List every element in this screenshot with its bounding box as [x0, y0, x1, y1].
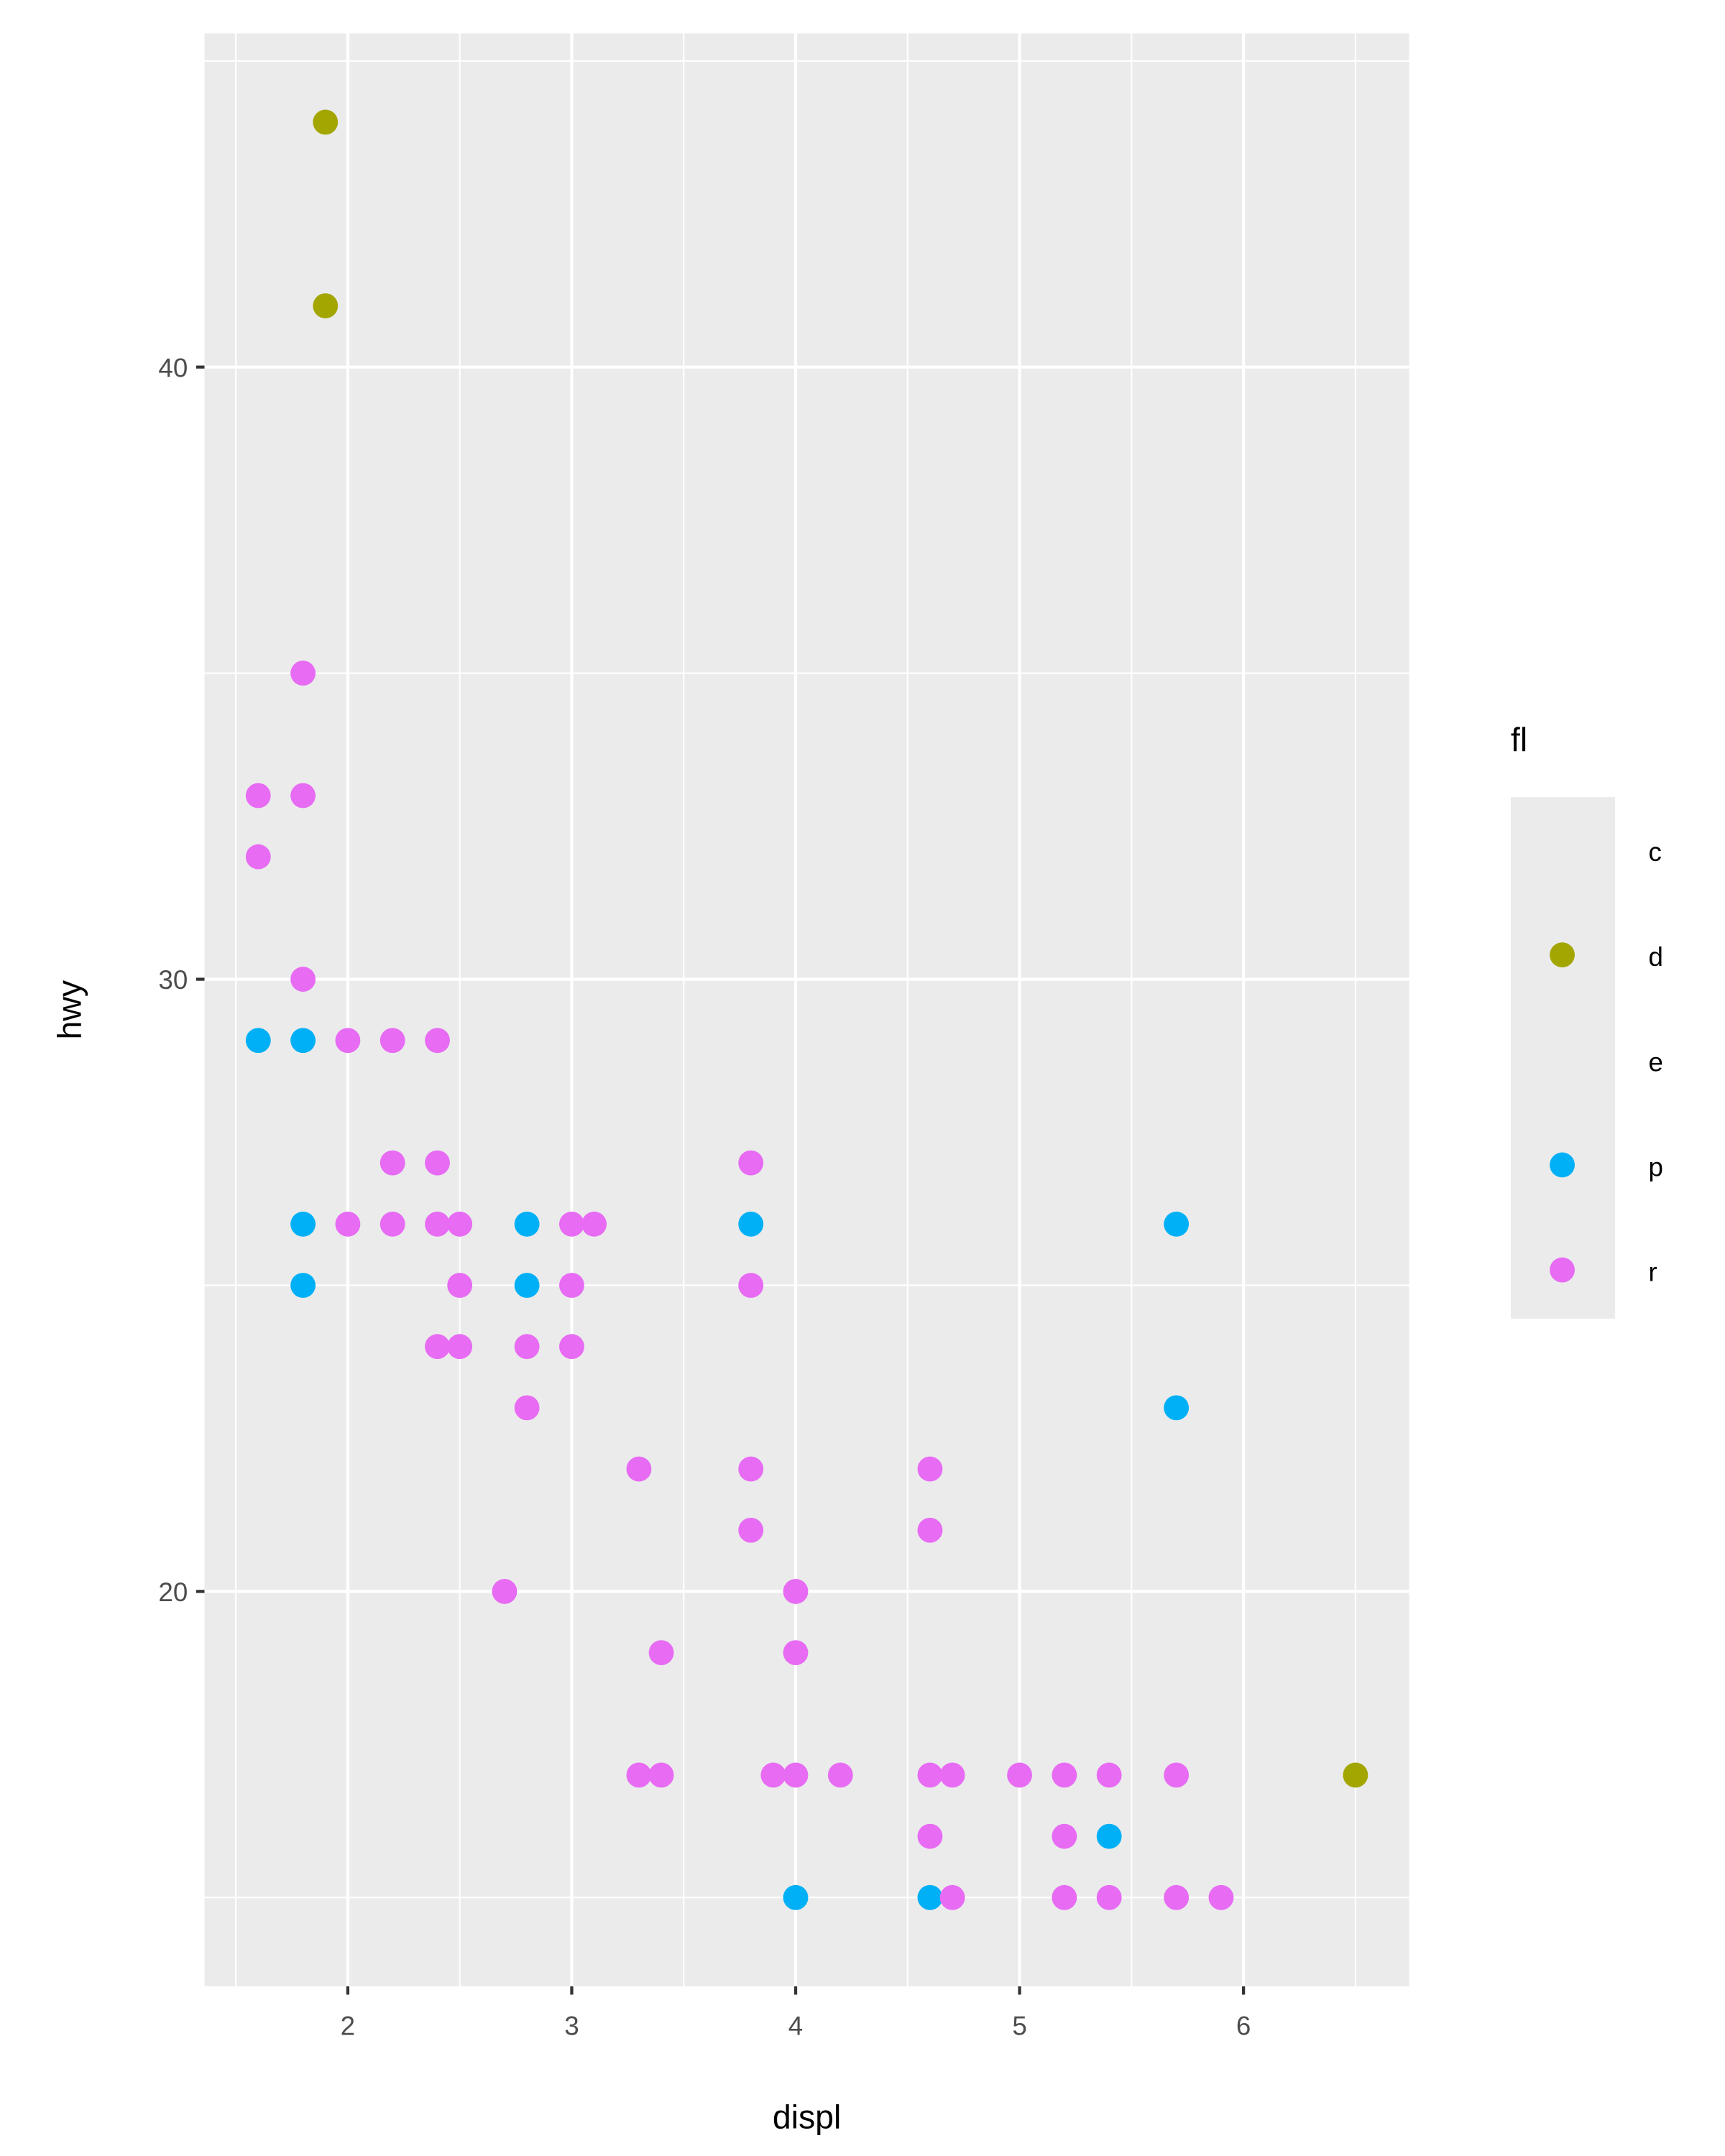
legend: fl c d e p r — [1510, 721, 1663, 1319]
x-axis-title: displ — [773, 2098, 842, 2135]
x-tick-label: 3 — [564, 2012, 579, 2041]
legend-key-d — [1550, 942, 1575, 968]
data-point-p — [514, 1273, 540, 1298]
data-point-r — [425, 1334, 450, 1360]
data-point-r — [783, 1762, 809, 1788]
points — [245, 109, 1368, 1910]
x-tick-label: 4 — [788, 2012, 803, 2041]
data-point-r — [1007, 1762, 1032, 1788]
data-point-r — [827, 1762, 853, 1788]
data-point-r — [335, 1028, 361, 1054]
axes: 2 3 4 5 6 20 30 40 — [158, 353, 1251, 2040]
data-point-r — [738, 1517, 764, 1543]
y-tick-label: 40 — [158, 353, 188, 382]
legend-label-r: r — [1649, 1258, 1657, 1287]
data-point-p — [290, 1028, 316, 1054]
data-point-r — [1096, 1884, 1122, 1910]
data-point-r — [447, 1334, 473, 1360]
data-point-r — [425, 1211, 450, 1237]
data-point-r — [514, 1395, 540, 1421]
data-point-r — [738, 1273, 764, 1298]
data-point-r — [380, 1150, 405, 1176]
data-point-r — [447, 1273, 473, 1298]
data-point-r — [783, 1640, 809, 1666]
data-point-r — [425, 1150, 450, 1176]
x-tick-label: 6 — [1236, 2012, 1251, 2041]
legend-label-d: d — [1649, 942, 1663, 972]
data-point-p — [514, 1211, 540, 1237]
data-point-d — [313, 293, 339, 318]
data-point-r — [290, 783, 316, 808]
data-point-r — [492, 1579, 518, 1604]
data-point-p — [1096, 1823, 1122, 1849]
data-point-p — [245, 1028, 271, 1054]
data-point-r — [917, 1517, 943, 1543]
data-point-r — [425, 1028, 450, 1054]
data-point-r — [1208, 1884, 1234, 1910]
data-point-p — [1164, 1211, 1190, 1237]
data-point-r — [559, 1273, 584, 1298]
data-point-r — [335, 1211, 361, 1237]
data-point-r — [1164, 1762, 1190, 1788]
data-point-r — [738, 1150, 764, 1176]
data-point-r — [738, 1456, 764, 1482]
data-point-r — [1164, 1884, 1190, 1910]
data-point-r — [447, 1211, 473, 1237]
data-point-r — [559, 1211, 584, 1237]
data-point-p — [290, 1211, 316, 1237]
data-point-d — [313, 109, 339, 135]
panel-background — [204, 33, 1409, 1986]
y-tick-label: 20 — [158, 1577, 188, 1607]
data-point-r — [760, 1762, 786, 1788]
data-point-r — [626, 1762, 652, 1788]
legend-key-background — [1510, 797, 1616, 1319]
data-point-r — [648, 1640, 674, 1666]
data-point-r — [514, 1334, 540, 1360]
data-point-r — [290, 660, 316, 686]
data-point-r — [917, 1762, 943, 1788]
legend-title: fl — [1511, 721, 1527, 758]
data-point-r — [581, 1211, 607, 1237]
data-point-d — [1343, 1762, 1368, 1788]
data-point-r — [1052, 1762, 1077, 1788]
x-tick-label: 2 — [341, 2012, 355, 2041]
data-point-p — [290, 1273, 316, 1298]
data-point-r — [380, 1028, 405, 1054]
data-point-r — [380, 1211, 405, 1237]
data-point-r — [626, 1456, 652, 1482]
data-point-r — [245, 844, 271, 870]
data-point-r — [783, 1579, 809, 1604]
data-point-p — [738, 1211, 764, 1237]
y-tick-label: 30 — [158, 965, 188, 995]
data-point-r — [559, 1334, 584, 1360]
legend-label-c: c — [1649, 837, 1662, 867]
data-point-p — [783, 1884, 809, 1910]
legend-label-e: e — [1649, 1047, 1663, 1077]
x-tick-label: 5 — [1012, 2012, 1026, 2041]
data-point-r — [939, 1762, 965, 1788]
legend-key-r — [1550, 1257, 1575, 1283]
data-point-r — [290, 967, 316, 992]
data-point-r — [1096, 1762, 1122, 1788]
data-point-r — [245, 783, 271, 808]
y-axis-title: hwy — [50, 980, 88, 1039]
data-point-r — [917, 1456, 943, 1482]
data-point-r — [917, 1823, 943, 1849]
data-point-r — [648, 1762, 674, 1788]
data-point-p — [917, 1884, 943, 1910]
data-point-p — [1164, 1395, 1190, 1421]
legend-label-p: p — [1649, 1152, 1663, 1181]
data-point-r — [1052, 1884, 1077, 1910]
data-point-r — [1052, 1823, 1077, 1849]
legend-key-p — [1550, 1152, 1575, 1178]
data-point-r — [939, 1884, 965, 1910]
